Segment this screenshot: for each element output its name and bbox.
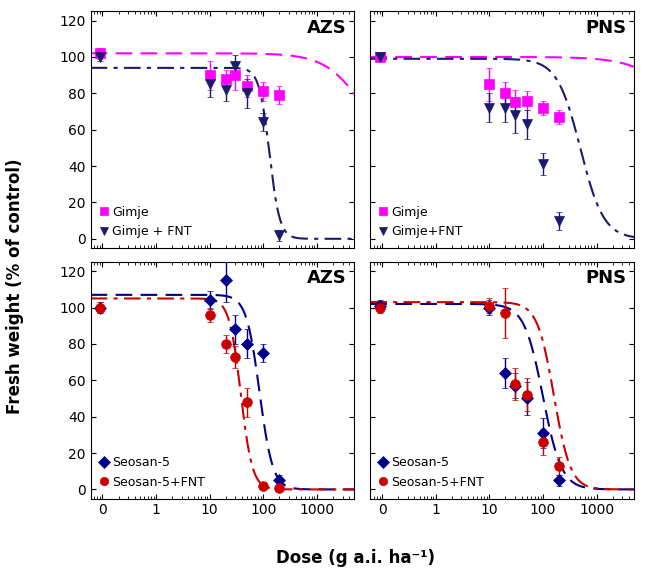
Legend: Gimje, Gimje+FNT: Gimje, Gimje+FNT [377, 202, 466, 242]
Text: PNS: PNS [585, 269, 626, 287]
Legend: Gimje, Gimje + FNT: Gimje, Gimje + FNT [97, 202, 195, 242]
Text: Dose (g a.i. ha⁻¹): Dose (g a.i. ha⁻¹) [276, 550, 435, 567]
Legend: Seosan-5, Seosan-5+FNT: Seosan-5, Seosan-5+FNT [97, 453, 208, 492]
Text: PNS: PNS [585, 18, 626, 37]
Text: AZS: AZS [307, 18, 347, 37]
Text: Fresh weight (% of control): Fresh weight (% of control) [6, 159, 25, 414]
Text: AZS: AZS [307, 269, 347, 287]
Legend: Seosan-5, Seosan-5+FNT: Seosan-5, Seosan-5+FNT [377, 453, 488, 492]
